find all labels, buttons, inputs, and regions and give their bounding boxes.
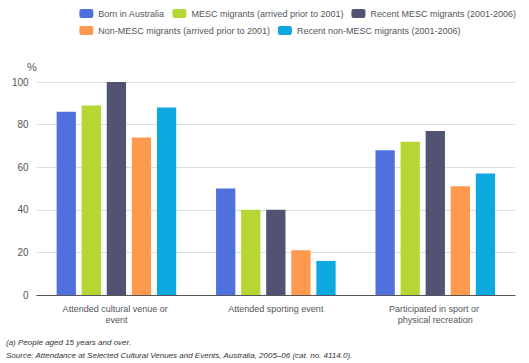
svg-text:%: %: [27, 61, 37, 73]
svg-text:80: 80: [18, 119, 30, 130]
svg-text:Attended cultural venue or: Attended cultural venue or: [63, 304, 171, 314]
svg-text:Recent non-MESC migrants (2001: Recent non-MESC migrants (2001-2006): [297, 26, 461, 36]
svg-text:100: 100: [12, 77, 29, 88]
svg-text:Recent MESC migrants (2001-200: Recent MESC migrants (2001-2006): [370, 9, 516, 19]
svg-text:Source: Attendance at Selected: Source: Attendance at Selected Cultural …: [6, 351, 352, 360]
svg-text:physical recreation: physical recreation: [398, 315, 473, 325]
svg-text:MESC migrants (arrived prior t: MESC migrants (arrived prior to 2001): [191, 9, 343, 19]
svg-text:0: 0: [23, 290, 29, 301]
svg-text:60: 60: [18, 162, 30, 173]
svg-text:40: 40: [18, 204, 30, 215]
svg-text:(a) People aged 15 years and o: (a) People aged 15 years and over.: [6, 338, 131, 347]
svg-text:event: event: [105, 315, 128, 325]
svg-text:Born in Australia: Born in Australia: [98, 9, 164, 19]
svg-text:Attended sporting event: Attended sporting event: [228, 304, 324, 314]
svg-text:Non-MESC migrants (arrived pri: Non-MESC migrants (arrived prior to 2001…: [98, 26, 270, 36]
svg-text:Participated in sport or: Participated in sport or: [389, 304, 482, 314]
svg-text:20: 20: [18, 247, 30, 258]
